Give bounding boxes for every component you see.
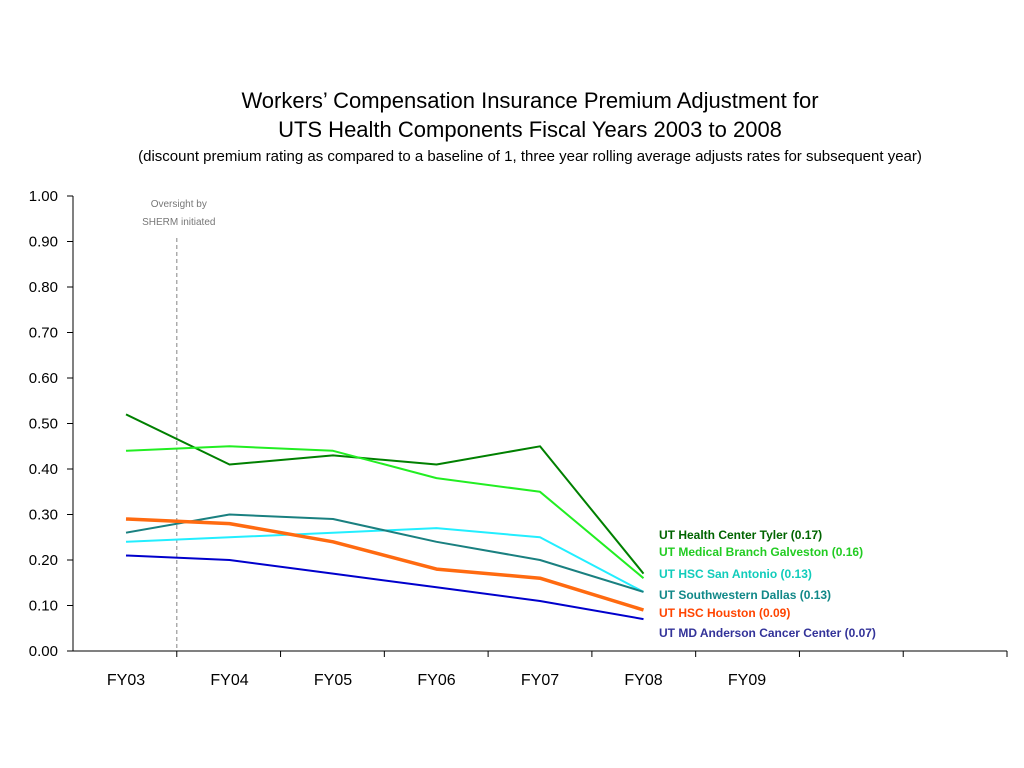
y-tick-label: 0.30 — [29, 507, 58, 524]
series-label: UT Medical Branch Galveston (0.16) — [659, 545, 863, 559]
series-line — [125, 513, 644, 593]
chart-title-line-2: UTS Health Components Fiscal Years 2003 … — [278, 117, 782, 142]
x-tick-label: FY06 — [417, 672, 455, 689]
x-tick-label: FY09 — [728, 672, 766, 689]
series-line — [125, 413, 645, 575]
y-tick-label: 0.10 — [29, 598, 58, 615]
y-tick-label: 0.20 — [29, 552, 58, 569]
series-label: UT MD Anderson Cancer Center (0.07) — [659, 626, 876, 640]
x-tick-label: FY03 — [107, 672, 145, 689]
series-line — [125, 517, 645, 612]
series-label: UT HSC San Antonio (0.13) — [659, 567, 812, 581]
y-tick-label: 0.60 — [29, 370, 58, 387]
series-line — [125, 445, 645, 579]
oversight-annotation: Oversight by — [151, 199, 207, 210]
series-label: UT Southwestern Dallas (0.13) — [659, 588, 831, 602]
series-label: UT HSC Houston (0.09) — [659, 606, 790, 620]
series-label: UT Health Center Tyler (0.17) — [659, 528, 822, 542]
x-tick-label: FY07 — [521, 672, 559, 689]
x-tick-label: FY08 — [624, 672, 662, 689]
y-tick-label: 0.40 — [29, 461, 58, 478]
oversight-annotation: SHERM initiated — [142, 217, 215, 228]
x-tick-label: FY05 — [314, 672, 352, 689]
series-line — [125, 527, 644, 593]
chart-title-block: Workers’ Compensation Insurance Premium … — [0, 86, 1024, 168]
series-line — [125, 554, 644, 621]
y-tick-label: 1.00 — [29, 188, 58, 205]
y-tick-label: 0.50 — [29, 416, 58, 433]
y-tick-label: 0.90 — [29, 234, 58, 251]
chart-title-line-1: Workers’ Compensation Insurance Premium … — [241, 88, 819, 113]
chart-subtitle: (discount premium rating as compared to … — [138, 148, 922, 165]
y-tick-label: 0.80 — [29, 279, 58, 296]
y-tick-label: 0.70 — [29, 325, 58, 342]
x-tick-label: FY04 — [210, 672, 248, 689]
y-tick-label: 0.00 — [29, 643, 58, 660]
